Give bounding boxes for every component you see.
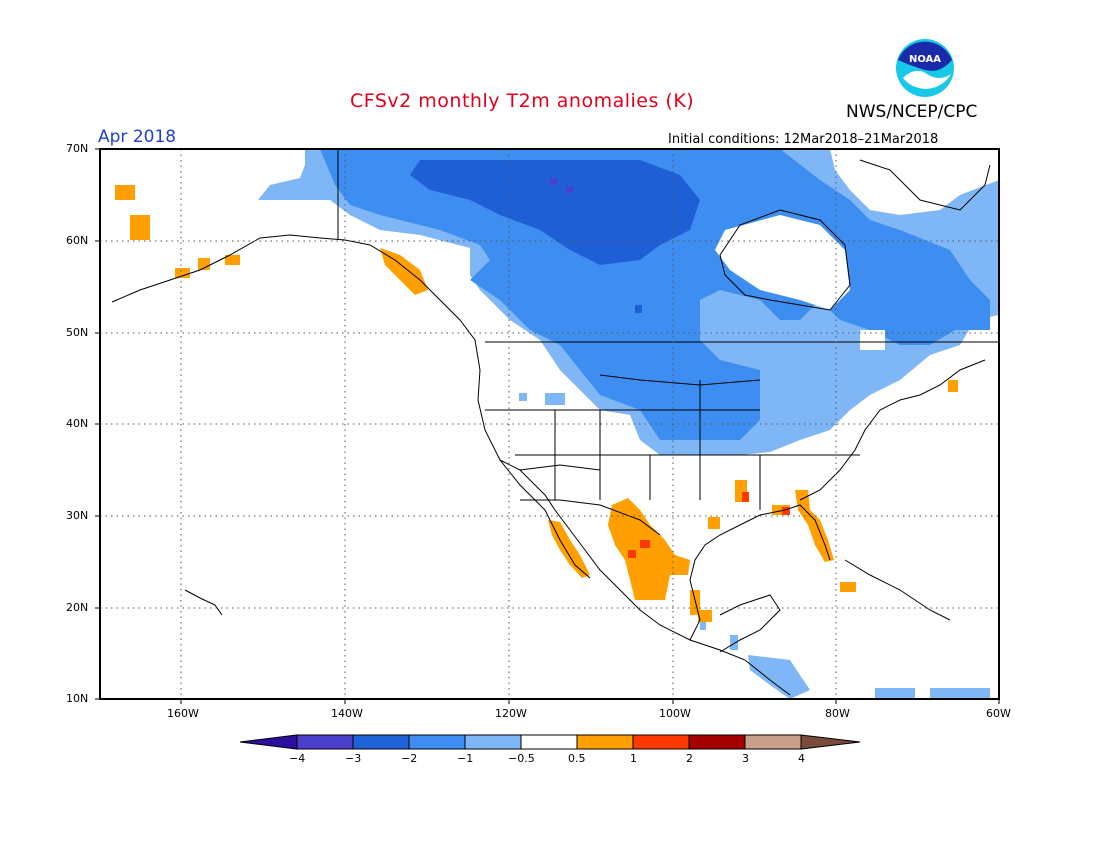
lon-label-60w: 60W (986, 707, 1011, 720)
colorbar-segment (296, 734, 354, 750)
strong-warm-patch (742, 492, 749, 502)
warm-anomaly-patch (690, 590, 700, 615)
colorbar-segment (408, 734, 466, 750)
lat-label-50n: 50N (66, 326, 89, 339)
axis-ticks (95, 148, 1000, 704)
cold-anomaly-patch (930, 688, 990, 699)
strong-warm-patch (782, 507, 790, 515)
lat-label-60n: 60N (66, 234, 89, 247)
cold-anomaly-patch (730, 635, 738, 650)
colorbar-label: 3 (742, 752, 749, 765)
warm-anomaly-patch (708, 517, 720, 529)
colorbar-label: 0.5 (568, 752, 586, 765)
colorbar-label: 1 (630, 752, 637, 765)
warm-anomaly-florida (795, 490, 834, 562)
colorbar-label: −1 (457, 752, 474, 765)
colorbar-label: −0.5 (508, 752, 535, 765)
colorbar-label: −3 (345, 752, 362, 765)
lat-label-30n: 30N (66, 509, 89, 522)
cold-anomaly-patch (635, 305, 642, 313)
initial-conditions-label: Initial conditions: 12Mar2018–21Mar2018 (668, 132, 939, 147)
warm-anomaly-alaska (175, 268, 190, 278)
neutral-hudson-bay-area (715, 215, 850, 310)
colorbar-segment (632, 734, 690, 750)
anomaly-shading (115, 149, 999, 699)
cold-anomaly-patch (875, 688, 915, 699)
warm-anomaly-patch (840, 582, 856, 592)
colorbar-segment (576, 734, 634, 750)
lon-label-100w: 100W (659, 707, 691, 720)
map-title: CFSv2 monthly T2m anomalies (K) (350, 90, 695, 112)
colorbar (239, 734, 861, 750)
warm-anomaly-patch (772, 505, 790, 515)
lon-label-140w: 140W (331, 707, 363, 720)
strong-warm-patch (628, 550, 636, 558)
coastlines (111, 149, 999, 696)
neutral-patch (860, 330, 885, 350)
warm-anomaly-patch (698, 610, 712, 622)
lon-label-80w: 80W (825, 707, 850, 720)
cold-anomaly-medium-region (320, 149, 990, 440)
colorbar-label: −4 (289, 752, 306, 765)
colorbar-segment (239, 734, 298, 750)
colorbar-segment (464, 734, 522, 750)
warm-anomaly-patch (948, 380, 958, 392)
cold-anomaly-central-america (748, 655, 810, 699)
cold-anomaly-patch (519, 393, 527, 401)
cold-anomaly-patch (700, 622, 706, 630)
warm-anomaly-alaska (225, 255, 240, 265)
noaa-logo-text: NOAA (909, 54, 941, 65)
graticule (100, 149, 999, 699)
warm-anomaly-alaska (115, 185, 135, 200)
colorbar-segment (744, 734, 802, 750)
valid-month-label: Apr 2018 (98, 127, 177, 147)
warm-anomaly-alaska (130, 215, 150, 240)
lat-label-70n: 70N (66, 142, 89, 155)
lat-label-40n: 40N (66, 417, 89, 430)
colorbar-label: −2 (401, 752, 418, 765)
very-cold-patch (566, 186, 573, 193)
agency-label: NWS/NCEP/CPC (846, 102, 978, 122)
lon-label-160w: 160W (167, 707, 199, 720)
colorbar-label: 2 (686, 752, 693, 765)
lon-label-120w: 120W (495, 707, 527, 720)
warm-anomaly-mexico (608, 498, 690, 600)
lat-label-10n: 10N (66, 692, 89, 705)
colorbar-segment (688, 734, 746, 750)
colorbar-segment (520, 734, 578, 750)
colorbar-segment (800, 734, 861, 750)
colorbar-label: 4 (798, 752, 805, 765)
warm-anomaly-panhandle (380, 248, 428, 295)
lat-label-20n: 20N (66, 601, 89, 614)
warm-anomaly-baja (548, 520, 590, 578)
neutral-greenland-area (830, 149, 999, 215)
cold-anomaly-strong-region (410, 160, 700, 265)
strong-warm-patch (640, 540, 650, 548)
cold-anomaly-patch (545, 393, 565, 405)
colorbar-segment (352, 734, 410, 750)
very-cold-patch (550, 178, 557, 185)
noaa-logo: NOAA (896, 39, 954, 97)
